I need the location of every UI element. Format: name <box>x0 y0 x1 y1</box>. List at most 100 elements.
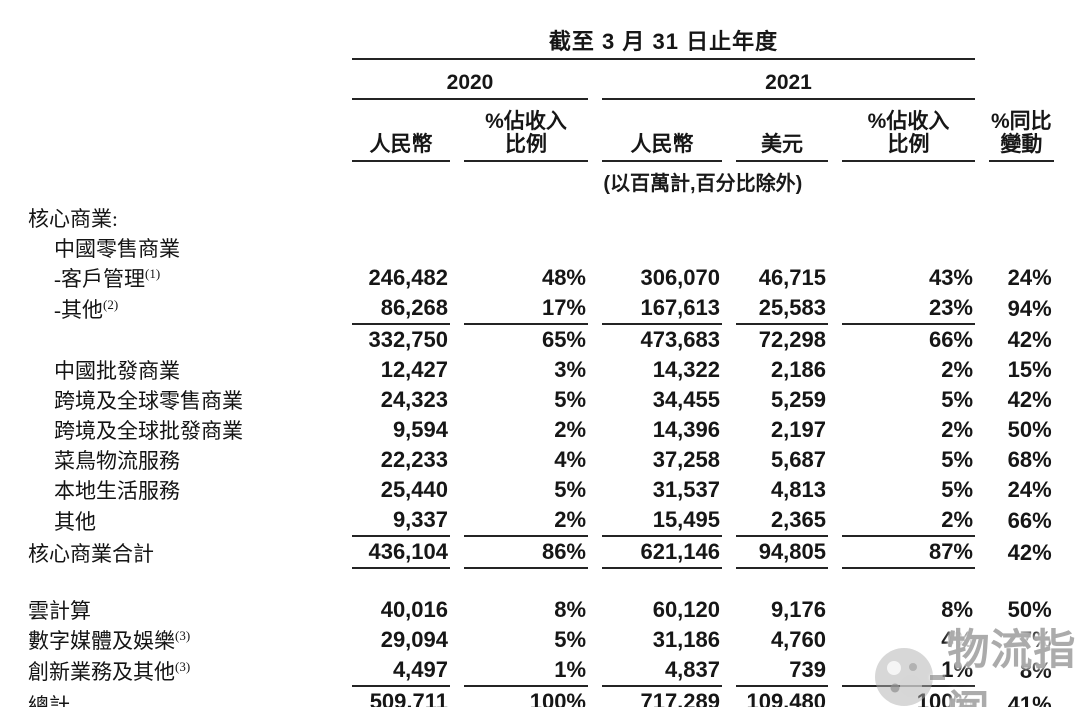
table-cell: 473,683 <box>640 327 720 352</box>
table-cell: 9,594 <box>392 417 448 442</box>
table-cell: 1% <box>464 655 588 687</box>
table-cell: 4% <box>941 627 973 652</box>
table-cell: 48% <box>541 265 586 290</box>
row-label-text: -客戶管理 <box>54 267 145 291</box>
units-note: (以百萬計,百分比除外) <box>603 173 803 195</box>
table-cell: 66% <box>1007 508 1052 533</box>
table-cell: 5% <box>941 477 973 502</box>
table-cell: 14,322 <box>652 357 720 382</box>
table-body: 核心商業: 中國零售商業 -客戶管理(1) 246,482 48% 306,07… <box>26 203 1054 707</box>
table-cell: 2,365 <box>736 505 828 537</box>
column-header-pct-2020: %佔收入 比例 <box>464 100 588 162</box>
table-cell: 25,440 <box>380 477 448 502</box>
row-label-text: 數字媒體及娛樂 <box>28 629 175 653</box>
footnote-ref: (3) <box>175 628 191 643</box>
table-cell: 5% <box>941 447 973 472</box>
year-2021-header: 2021 <box>602 60 975 100</box>
empty-cell <box>989 60 1054 100</box>
table-cell: 12,427 <box>380 357 448 382</box>
table-cell: 8% <box>554 597 586 622</box>
row-label: -客戶管理(1) <box>26 263 338 293</box>
table-cell: 65% <box>541 327 586 352</box>
table-row: 中國零售商業 <box>26 233 1054 263</box>
row-label: 核心商業: <box>26 203 338 233</box>
table-row: 本地生活服務 25,440 5% 31,537 4,813 5% 24% <box>26 475 1054 505</box>
row-label-text: -其他 <box>54 298 103 322</box>
table-cell: 68% <box>1007 447 1052 472</box>
table-cell: 100% <box>842 687 975 707</box>
table-cell: 5% <box>554 477 586 502</box>
revenue-segments-table: 截至 3 月 31 日止年度 2020 2021 人民幣 %佔收入 比例 人民幣… <box>12 14 1068 707</box>
table-cell: 2% <box>554 417 586 442</box>
empty-cell <box>26 162 338 203</box>
table-row: (以百萬計,百分比除外) <box>26 162 1054 203</box>
table-cell: 332,750 <box>368 327 448 352</box>
empty-cell <box>26 100 338 162</box>
table-cell <box>736 233 828 263</box>
table-cell <box>352 233 450 263</box>
table-cell: 25,583 <box>736 293 828 325</box>
table-cell: 5,259 <box>770 387 826 412</box>
row-label-text: 核心商業合計 <box>28 542 154 566</box>
column-header-rmb-2020: 人民幣 <box>352 100 450 162</box>
table-cell: 509,711 <box>352 687 450 707</box>
table-cell: 17% <box>464 293 588 325</box>
column-header-line: %同比 <box>991 109 1052 133</box>
table-cell: 717,289 <box>602 687 722 707</box>
table-cell: 5% <box>554 627 586 652</box>
column-header-line: 變動 <box>1000 132 1043 156</box>
footnote-ref: (1) <box>145 266 161 281</box>
table-cell: 246,482 <box>368 265 448 290</box>
row-label: 數字媒體及娛樂(3) <box>26 625 338 655</box>
table-cell: 43% <box>928 265 973 290</box>
column-header-line: %佔收入 <box>867 109 950 133</box>
table-cell: 8% <box>1019 658 1052 683</box>
table-cell: 109,480 <box>736 687 828 707</box>
table-cell: 8% <box>941 597 973 622</box>
row-label-text: 跨境及全球批發商業 <box>54 419 243 443</box>
column-header-pct-2021: %佔收入 比例 <box>842 100 975 162</box>
row-label-text: 核心商業: <box>28 207 118 231</box>
empty-cell <box>26 569 1054 595</box>
table-cell: 86% <box>464 537 588 569</box>
row-label: 本地生活服務 <box>26 475 338 505</box>
table-cell: 3% <box>554 357 586 382</box>
table-row: 數字媒體及娛樂(3) 29,094 5% 31,186 4,760 4% 7% <box>26 625 1054 655</box>
table-cell <box>842 233 975 263</box>
row-label: 菜鳥物流服務 <box>26 445 338 475</box>
row-label: 雲計算 <box>26 595 338 625</box>
column-header-line: 比例 <box>887 132 930 156</box>
table-cell: 2,197 <box>770 417 826 442</box>
table-cell: 2% <box>941 417 973 442</box>
table-cell <box>352 203 450 233</box>
table-cell <box>464 203 588 233</box>
table-cell: 1% <box>842 655 975 687</box>
row-label: 中國零售商業 <box>26 233 338 263</box>
table-cell: 306,070 <box>640 265 720 290</box>
table-row: 332,750 65% 473,683 72,298 66% 42% <box>26 325 1054 355</box>
table-cell: 14,396 <box>652 417 720 442</box>
table-cell: 42% <box>1007 327 1052 352</box>
row-label-text: 其他 <box>54 510 96 534</box>
table-cell: 40,016 <box>380 597 448 622</box>
table-cell: 2% <box>842 505 975 537</box>
table-cell: 2,186 <box>770 357 826 382</box>
column-header-yoy: %同比 變動 <box>989 100 1054 162</box>
row-label: 跨境及全球批發商業 <box>26 415 338 445</box>
empty-cell <box>26 14 338 60</box>
year-2020-header: 2020 <box>352 60 588 100</box>
table-cell <box>989 233 1054 263</box>
table-cell: 72,298 <box>758 327 826 352</box>
table-row: 跨境及全球批發商業 9,594 2% 14,396 2,197 2% 50% <box>26 415 1054 445</box>
table-row: 截至 3 月 31 日止年度 <box>26 14 1054 60</box>
table-cell: 15% <box>1007 357 1052 382</box>
table-cell: 50% <box>1007 597 1052 622</box>
row-label: 總計 <box>26 687 338 707</box>
table-cell <box>602 203 722 233</box>
row-label: 跨境及全球零售商業 <box>26 385 338 415</box>
table-cell: 87% <box>842 537 975 569</box>
table-cell: 4,760 <box>770 627 826 652</box>
table-row: 跨境及全球零售商業 24,323 5% 34,455 5,259 5% 42% <box>26 385 1054 415</box>
table-row: 總計 509,711 100% 717,289 109,480 100% 41% <box>26 687 1054 707</box>
